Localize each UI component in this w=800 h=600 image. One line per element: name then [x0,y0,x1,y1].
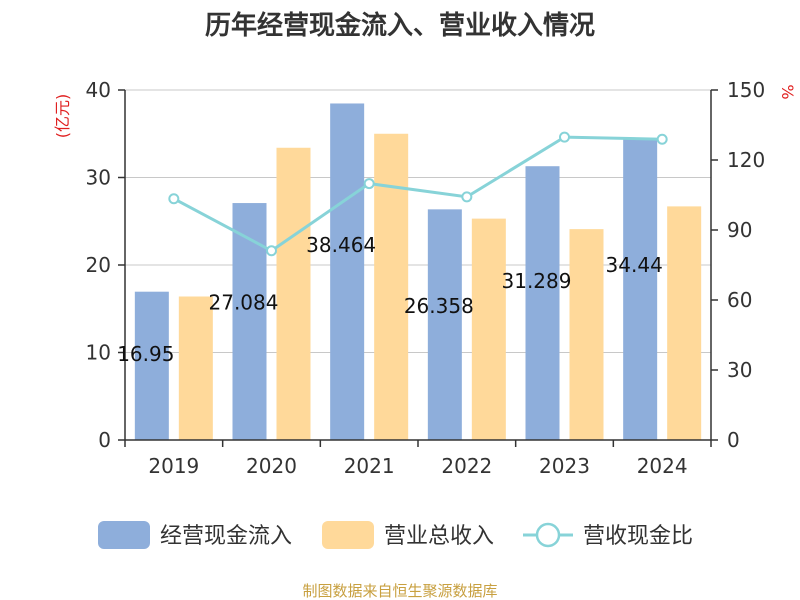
y-left-tick-label: 40 [86,78,111,102]
gridlines [125,89,711,353]
bar-cash-inflow [232,203,267,440]
bar-revenue [667,206,702,440]
line-ratio-point [656,133,668,145]
bar-value-label: 26.358 [404,294,474,318]
x-tick-label: 2022 [441,454,492,478]
bar-cash-inflow [330,103,365,440]
bar-revenue [471,218,506,440]
bar-cash-inflow [427,209,462,440]
bar-value-label: 31.289 [502,269,572,293]
source-note: 制图数据来自恒生聚源数据库 [302,582,497,600]
x-tick-label: 2023 [539,454,590,478]
y-right-tick-label: 30 [727,358,752,382]
y-right-axis-label: % [778,84,797,99]
y-right-tick-label: 60 [727,288,752,312]
axes: 0 10 20 30 40 0 30 60 90 120 150 2019 2020 2021 2022 20… [86,78,766,478]
line-series [168,131,668,257]
bar-value-label: 38.464 [306,233,376,257]
line-ratio-point [461,191,473,203]
line-ratio-point [559,131,570,143]
y-right-tick-label: 120 [727,148,765,172]
bar-group [134,103,702,440]
y-left-axis-label: (亿元) [53,94,72,139]
bar-labels: 16.95 27.084 38.464 26.358 31.289 34.44 [117,233,663,366]
line-ratio-point [363,178,375,190]
bar-revenue [374,133,409,440]
legend: 经营现金流入 营业总收入 营收现金比 [98,521,693,549]
y-left-tick-label: 10 [86,341,111,365]
y-right-tick-label: 0 [727,428,740,452]
y-left-tick-label: 20 [86,253,111,277]
bar-value-label: 16.95 [117,342,174,366]
legend-ratio-label: 营收现金比 [583,524,693,549]
bar-cash-inflow [134,291,169,440]
bar-revenue [569,229,604,440]
bar-cash-inflow [623,138,658,440]
chart-title: 历年经营现金流入、营业收入情况 [205,10,595,41]
legend-revenue-swatch [322,521,374,549]
line-ratio-path [173,135,663,253]
x-tick-label: 2019 [148,454,199,478]
y-left-tick-label: 30 [86,166,111,190]
legend-cash-inflow-swatch [98,521,150,549]
bar-value-label: 34.44 [606,253,663,277]
legend-revenue-label: 营业总收入 [384,524,494,549]
bar-cash-inflow [525,166,560,440]
x-tick-label: 2021 [344,454,395,478]
bar-revenue [178,296,213,440]
legend-ratio-swatch-marker [535,522,561,548]
line-ratio-point [168,193,180,205]
x-tick-label: 2024 [637,454,688,478]
x-tick-label: 2020 [246,454,297,478]
bar-revenue [276,147,311,440]
bar-value-label: 27.084 [209,291,279,315]
y-left-tick-label: 0 [98,428,111,452]
y-right-tick-label: 90 [727,218,752,242]
y-right-tick-label: 150 [727,78,765,102]
line-ratio-point [266,245,277,257]
legend-cash-inflow-label: 经营现金流入 [160,524,292,549]
